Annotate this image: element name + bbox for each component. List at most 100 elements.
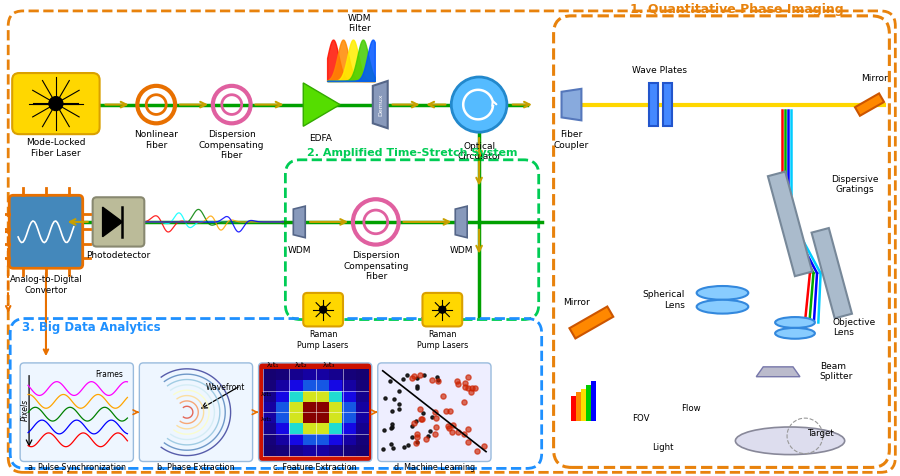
FancyBboxPatch shape: [378, 363, 491, 462]
Point: [468, 384, 482, 392]
Polygon shape: [373, 81, 388, 128]
Text: WDM: WDM: [287, 246, 311, 255]
Ellipse shape: [775, 328, 814, 339]
Polygon shape: [768, 171, 812, 276]
Point: [428, 408, 442, 416]
Point: [430, 373, 445, 381]
Text: a. Pulse Synchronization: a. Pulse Synchronization: [28, 464, 126, 473]
Point: [457, 430, 472, 438]
Text: Spherical
Lens: Spherical Lens: [643, 290, 685, 309]
Point: [413, 405, 428, 413]
Point: [423, 427, 437, 435]
Text: c. Feature Extraction: c. Feature Extraction: [274, 464, 357, 473]
Point: [458, 383, 473, 391]
Point: [410, 438, 424, 446]
Text: Analog-to-Digital
Convertor: Analog-to-Digital Convertor: [10, 275, 82, 295]
Point: [410, 374, 425, 381]
Point: [451, 428, 465, 436]
Text: WDM: WDM: [449, 246, 473, 255]
Point: [407, 419, 421, 427]
Text: Dispersive
Gratings: Dispersive Gratings: [831, 175, 878, 194]
Point: [385, 407, 400, 415]
Text: λ₂t₁: λ₂t₁: [260, 392, 272, 397]
Point: [428, 423, 443, 430]
Point: [428, 430, 442, 437]
FancyBboxPatch shape: [303, 293, 343, 327]
Point: [415, 416, 429, 423]
Point: [392, 401, 406, 408]
Point: [428, 414, 443, 422]
Text: EDFA: EDFA: [309, 134, 331, 143]
Point: [443, 407, 457, 415]
Polygon shape: [855, 93, 884, 116]
Point: [375, 445, 390, 453]
Point: [461, 425, 475, 433]
Polygon shape: [756, 367, 800, 377]
Text: λ₃t₃: λ₃t₃: [323, 362, 336, 368]
Ellipse shape: [775, 317, 814, 328]
Point: [464, 388, 478, 396]
Text: 3. Big Data Analytics: 3. Big Data Analytics: [22, 320, 161, 334]
Text: Wavefront: Wavefront: [205, 383, 245, 392]
FancyBboxPatch shape: [663, 83, 671, 126]
Point: [387, 396, 401, 403]
Point: [425, 376, 439, 384]
FancyBboxPatch shape: [13, 73, 100, 134]
Point: [456, 398, 471, 406]
Ellipse shape: [735, 427, 845, 455]
Text: b. Phase Extraction: b. Phase Extraction: [158, 464, 235, 473]
Polygon shape: [455, 206, 467, 238]
Text: Mirror: Mirror: [861, 74, 887, 83]
Point: [396, 375, 410, 383]
Text: Raman
Pump Lasers: Raman Pump Lasers: [417, 330, 468, 350]
Point: [460, 438, 474, 446]
Bar: [576, 393, 580, 421]
Point: [383, 424, 398, 431]
Text: Objective
Lens: Objective Lens: [832, 317, 876, 337]
Circle shape: [439, 306, 446, 313]
Polygon shape: [293, 206, 305, 238]
Point: [416, 409, 430, 416]
Point: [436, 392, 450, 400]
Point: [425, 413, 439, 421]
Point: [418, 372, 432, 379]
Text: FOV: FOV: [633, 414, 650, 423]
FancyBboxPatch shape: [9, 195, 83, 268]
Point: [464, 384, 479, 392]
Bar: [580, 388, 586, 421]
Ellipse shape: [697, 286, 748, 300]
Point: [410, 417, 424, 425]
Text: Photodetector: Photodetector: [86, 250, 150, 259]
Point: [407, 372, 421, 379]
Point: [410, 430, 425, 437]
Text: Wave Plates: Wave Plates: [633, 66, 688, 75]
Point: [378, 394, 392, 401]
Point: [419, 435, 434, 443]
Point: [383, 440, 398, 448]
Point: [401, 441, 416, 448]
Text: Frames: Frames: [95, 370, 123, 379]
Point: [431, 376, 446, 384]
Point: [431, 377, 446, 385]
Point: [420, 432, 435, 440]
FancyBboxPatch shape: [258, 363, 372, 462]
Point: [458, 379, 473, 387]
Text: Mirror: Mirror: [563, 298, 590, 307]
Text: Optical
Circulator: Optical Circulator: [457, 142, 501, 161]
Polygon shape: [103, 207, 122, 237]
Text: Flow: Flow: [681, 404, 700, 413]
Point: [404, 422, 419, 430]
Point: [385, 423, 400, 431]
Polygon shape: [812, 228, 852, 318]
Point: [441, 422, 455, 430]
Text: Beam
Splitter: Beam Splitter: [820, 362, 853, 381]
Point: [477, 442, 491, 449]
Point: [384, 420, 399, 427]
Point: [405, 433, 419, 441]
Text: WDM
Filter: WDM Filter: [348, 14, 372, 33]
Text: Mode-Locked
Fiber Laser: Mode-Locked Fiber Laser: [26, 138, 86, 158]
Point: [392, 405, 407, 412]
Bar: [571, 397, 576, 421]
Point: [412, 371, 427, 379]
Point: [413, 415, 428, 423]
